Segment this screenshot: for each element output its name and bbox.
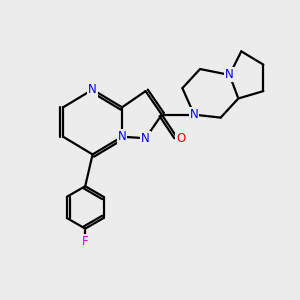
Text: N: N	[88, 83, 97, 96]
Text: N: N	[141, 132, 150, 145]
Text: N: N	[118, 130, 126, 143]
Text: N: N	[225, 68, 234, 81]
Text: F: F	[82, 236, 88, 248]
Text: N: N	[190, 108, 199, 121]
Text: O: O	[176, 132, 185, 145]
